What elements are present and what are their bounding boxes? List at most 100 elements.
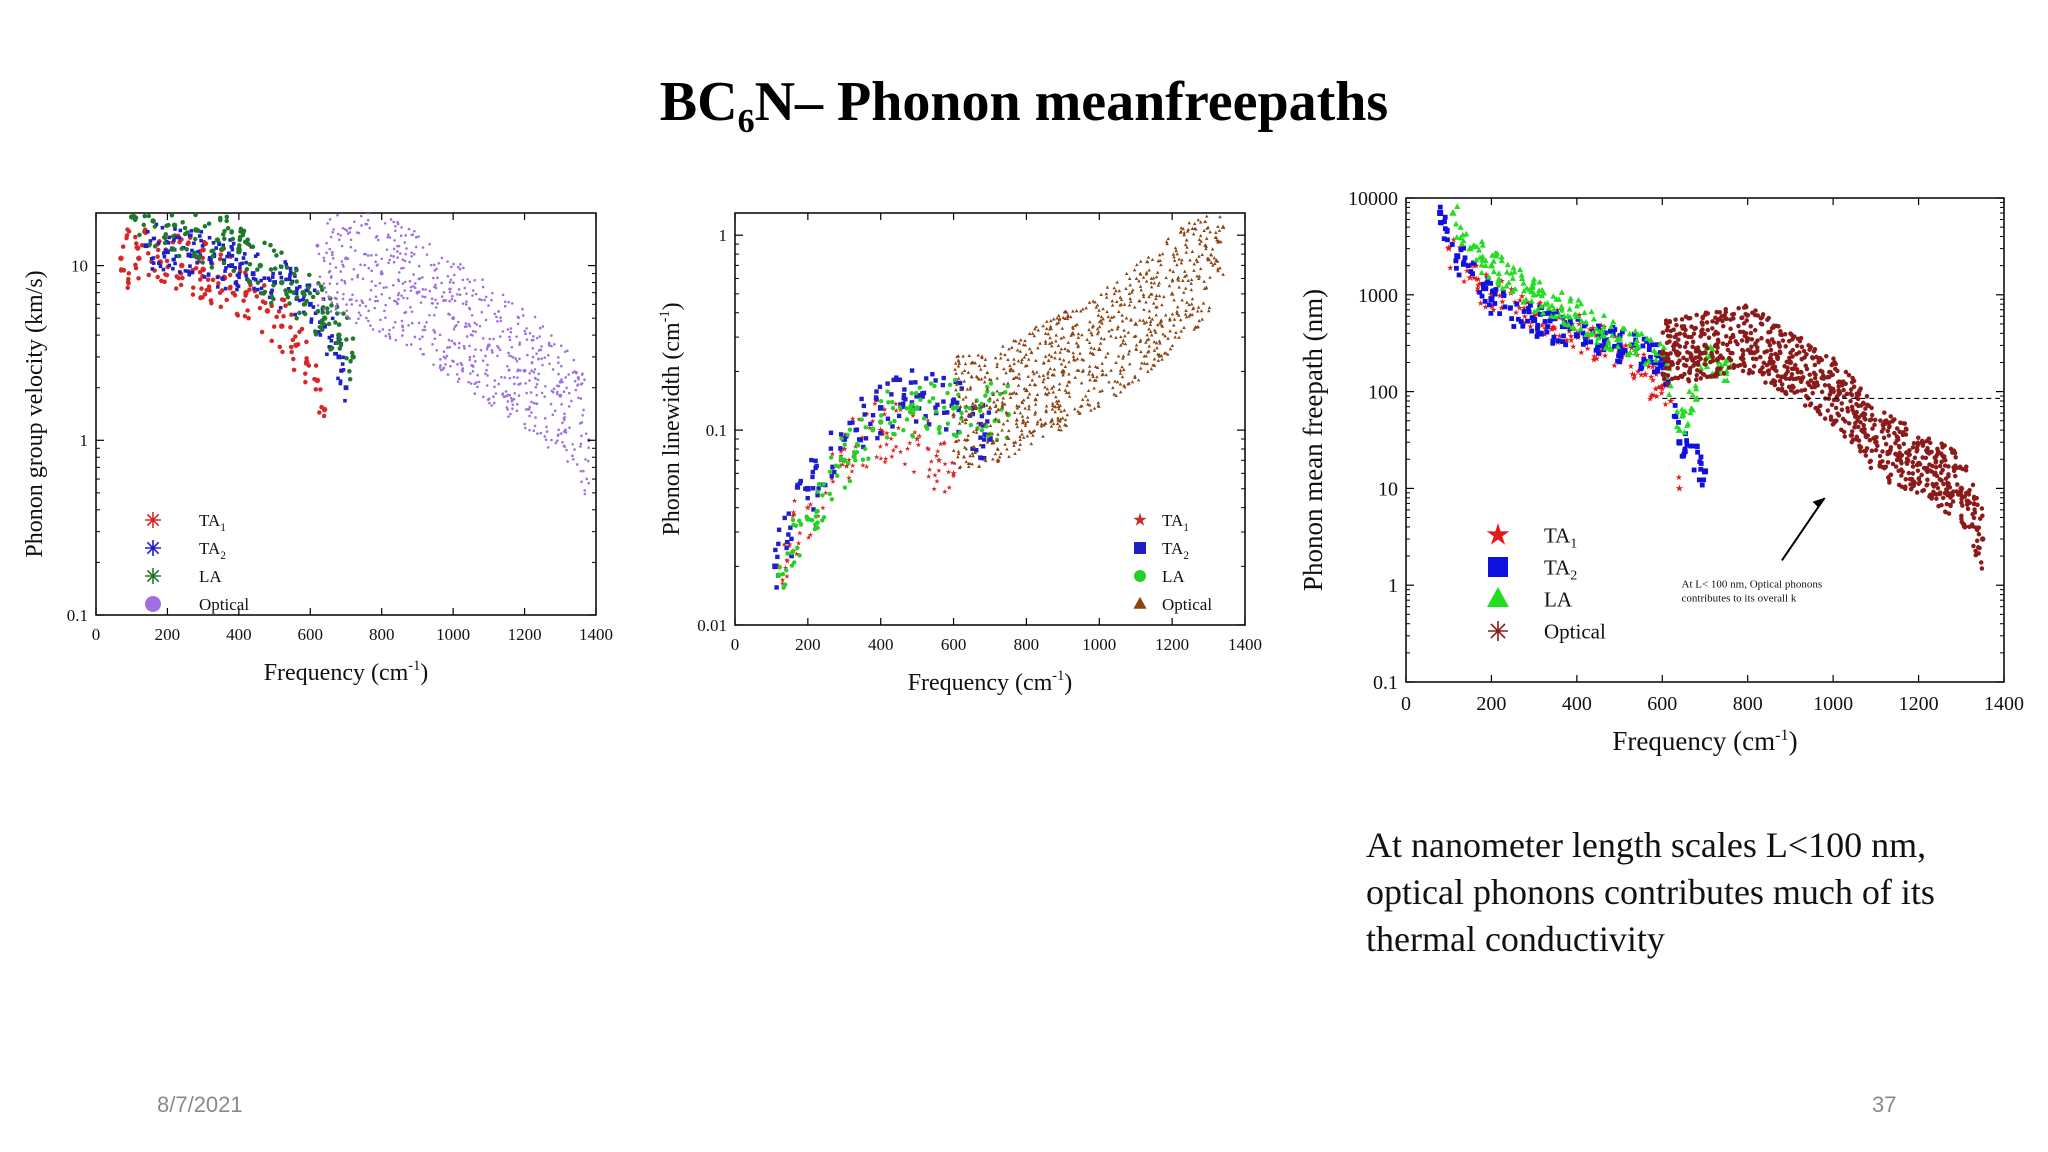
point-TA1 — [314, 377, 321, 384]
point-Optical — [1958, 485, 1965, 492]
legend-label: TA2 — [1162, 539, 1189, 562]
series-Optical — [951, 214, 1226, 470]
point-TA1 — [264, 308, 271, 314]
scatter-points — [772, 214, 1226, 590]
x-tick-label: 600 — [1647, 693, 1677, 715]
legend-label: TA2 — [1544, 555, 1577, 582]
point-LA — [128, 214, 135, 220]
series-LA — [775, 377, 1012, 590]
point-TA2 — [186, 252, 192, 258]
legend-label: LA — [1162, 567, 1185, 586]
point-Optical — [1659, 350, 1666, 356]
point-TA2 — [307, 301, 313, 307]
y-tick-label: 10 — [71, 257, 88, 276]
point-Optical — [415, 290, 420, 295]
point-TA2 — [250, 271, 256, 276]
legend-label: Optical — [1162, 595, 1212, 614]
x-tick-label: 0 — [92, 625, 101, 644]
point-Optical — [1220, 224, 1226, 229]
annotation-line-2: contributes to its overall k — [1682, 592, 1797, 604]
x-tick-label: 800 — [1014, 635, 1040, 654]
point-LA — [950, 405, 957, 411]
legend-label: TA2 — [199, 539, 226, 562]
point-TA1 — [1666, 396, 1675, 405]
y-tick-label: 10000 — [1348, 188, 1398, 210]
legend-marker-optical — [145, 596, 161, 612]
series-Optical — [1659, 303, 1986, 571]
legend: TA1 TA2 LA Optical — [1133, 511, 1212, 614]
legend-marker-optical — [1488, 621, 1508, 641]
x-tick-label: 1000 — [436, 625, 470, 644]
x-tick-label: 800 — [369, 625, 395, 644]
y-tick-label: 0.1 — [1373, 672, 1398, 694]
point-Optical — [951, 412, 956, 417]
point-TA1 — [1675, 484, 1684, 492]
footer-date: 8/7/2021 — [157, 1092, 243, 1117]
point-LA — [841, 457, 848, 464]
y-tick-label: 10 — [1378, 478, 1398, 500]
point-Optical — [1133, 321, 1139, 326]
point-LA — [1449, 208, 1457, 216]
legend-marker-la — [145, 568, 161, 584]
point-Optical — [1979, 536, 1986, 542]
point-LA — [171, 222, 178, 229]
point-TA2 — [1702, 468, 1708, 475]
point-Optical — [1915, 460, 1922, 467]
point-LA — [300, 289, 306, 296]
plot-frame — [95, 212, 597, 616]
legend-marker-ta2 — [1134, 542, 1146, 554]
legend-marker-ta1 — [1133, 512, 1147, 526]
title-rest: N– Phonon meanfreepaths — [754, 71, 1389, 133]
point-Optical — [1744, 336, 1751, 342]
point-LA — [150, 218, 156, 224]
point-LA — [1487, 261, 1496, 269]
point-LA — [805, 516, 811, 522]
point-TA1 — [303, 359, 310, 365]
point-TA2 — [1437, 209, 1444, 216]
x-tick-label: 400 — [868, 635, 894, 654]
point-Optical — [344, 256, 348, 261]
legend-label: Optical — [199, 595, 249, 614]
point-Optical — [1830, 388, 1836, 395]
point-Optical — [315, 243, 320, 248]
point-TA2 — [336, 354, 342, 360]
point-TA2 — [143, 243, 149, 249]
x-tick-label: 1200 — [1155, 635, 1189, 654]
point-TA2 — [841, 436, 848, 442]
point-LA — [1530, 290, 1538, 298]
point-TA2 — [987, 436, 993, 442]
point-TA1 — [877, 426, 885, 433]
point-LA — [1675, 426, 1684, 433]
point-LA — [1466, 244, 1474, 252]
scatter-points — [1437, 203, 1986, 571]
y-tick-label: 1 — [719, 226, 728, 245]
point-TA2 — [1531, 316, 1538, 323]
point-TA2 — [877, 405, 884, 411]
y-axis-label: Phonon group velocity (km/s) — [22, 270, 48, 557]
y-tick-label: 1 — [1388, 575, 1398, 597]
x-tick-label: 200 — [1476, 693, 1506, 715]
legend-label: TA1 — [1544, 523, 1577, 550]
x-tick-label: 200 — [155, 625, 181, 644]
point-LA — [1615, 334, 1624, 342]
x-tick-label: 200 — [795, 635, 821, 654]
annotation-line-1: At L< 100 nm, Optical phonons — [1682, 578, 1823, 590]
point-Optical — [451, 316, 456, 321]
title-subscript: 6 — [737, 103, 755, 140]
series-TA1 — [118, 227, 328, 419]
x-tick-label: 1200 — [1899, 693, 1939, 715]
point-LA — [214, 237, 221, 243]
point-Optical — [486, 343, 491, 348]
point-LA — [193, 227, 199, 233]
plot-frame — [1405, 197, 2005, 683]
point-TA1 — [278, 323, 285, 329]
x-tick-label: 400 — [1562, 693, 1592, 715]
legend-label: LA — [199, 567, 222, 586]
point-Optical — [379, 271, 384, 276]
point-TA1 — [178, 262, 185, 269]
point-LA — [278, 279, 285, 286]
point-Optical — [558, 393, 563, 398]
point-TA2 — [950, 398, 957, 405]
y-tick-label: 0.1 — [706, 421, 727, 440]
